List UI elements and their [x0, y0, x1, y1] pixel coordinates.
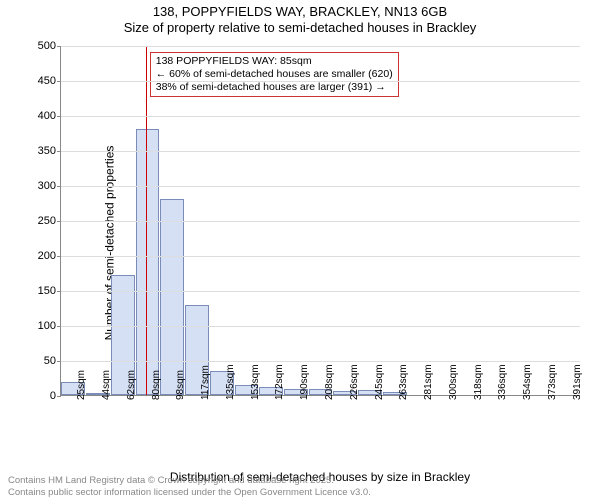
- y-tick-mark: [57, 186, 61, 187]
- x-tick-label: 25sqm: [76, 370, 87, 400]
- y-tick-label: 300: [26, 180, 56, 192]
- x-tick-label: 391sqm: [572, 364, 583, 400]
- x-tick-label: 44sqm: [101, 370, 112, 400]
- y-tick-mark: [57, 116, 61, 117]
- annotation-box: 138 POPPYFIELDS WAY: 85sqm ← 60% of semi…: [150, 52, 399, 97]
- x-tick-label: 153sqm: [250, 364, 261, 400]
- x-tick-label: 117sqm: [200, 365, 211, 400]
- y-tick-mark: [57, 291, 61, 292]
- gridline: [61, 326, 580, 327]
- histogram-bar: [160, 199, 184, 395]
- gridline: [61, 256, 580, 257]
- x-tick-label: 318sqm: [473, 364, 484, 400]
- y-tick-label: 350: [26, 145, 56, 157]
- y-tick-mark: [57, 81, 61, 82]
- x-tick-label: 98sqm: [175, 370, 186, 400]
- x-tick-label: 354sqm: [522, 364, 533, 400]
- chart-container: Number of semi-detached properties 138 P…: [60, 46, 580, 440]
- y-tick-label: 150: [26, 285, 56, 297]
- y-tick-label: 250: [26, 215, 56, 227]
- gridline: [61, 151, 580, 152]
- gridline: [61, 46, 580, 47]
- x-tick-label: 336sqm: [497, 364, 508, 400]
- gridline: [61, 361, 580, 362]
- x-tick-label: 373sqm: [547, 364, 558, 400]
- x-tick-label: 281sqm: [423, 364, 434, 400]
- plot-area: 138 POPPYFIELDS WAY: 85sqm ← 60% of semi…: [60, 46, 580, 396]
- footer-line2: Contains public sector information licen…: [8, 487, 371, 498]
- y-tick-label: 0: [26, 390, 56, 402]
- y-tick-mark: [57, 256, 61, 257]
- x-tick-label: 80sqm: [151, 370, 162, 400]
- x-tick-label: 208sqm: [324, 364, 335, 400]
- x-tick-label: 62sqm: [126, 370, 137, 400]
- chart-title-block: 138, POPPYFIELDS WAY, BRACKLEY, NN13 6GB…: [0, 0, 600, 37]
- gridline: [61, 221, 580, 222]
- y-tick-mark: [57, 151, 61, 152]
- y-tick-mark: [57, 326, 61, 327]
- y-tick-label: 400: [26, 110, 56, 122]
- y-tick-mark: [57, 46, 61, 47]
- x-tick-label: 245sqm: [374, 364, 385, 400]
- x-tick-label: 263sqm: [398, 364, 409, 400]
- title-subtitle: Size of property relative to semi-detach…: [0, 20, 600, 36]
- gridline: [61, 81, 580, 82]
- histogram-bar: [136, 129, 160, 395]
- x-tick-label: 300sqm: [448, 364, 459, 400]
- y-tick-mark: [57, 221, 61, 222]
- y-tick-label: 200: [26, 250, 56, 262]
- footer-line1: Contains HM Land Registry data © Crown c…: [8, 475, 371, 486]
- annotation-line2: ← 60% of semi-detached houses are smalle…: [156, 68, 393, 81]
- y-tick-mark: [57, 361, 61, 362]
- gridline: [61, 116, 580, 117]
- y-tick-label: 500: [26, 40, 56, 52]
- gridline: [61, 186, 580, 187]
- x-tick-label: 172sqm: [274, 364, 285, 400]
- y-tick-label: 450: [26, 75, 56, 87]
- x-tick-label: 226sqm: [349, 364, 360, 400]
- annotation-line1: 138 POPPYFIELDS WAY: 85sqm: [156, 55, 393, 68]
- gridline: [61, 291, 580, 292]
- x-tick-label: 190sqm: [299, 364, 310, 400]
- annotation-line3: 38% of semi-detached houses are larger (…: [156, 81, 393, 94]
- y-tick-mark: [57, 396, 61, 397]
- x-tick-label: 135sqm: [225, 364, 236, 400]
- footer-attribution: Contains HM Land Registry data © Crown c…: [8, 475, 371, 498]
- title-address: 138, POPPYFIELDS WAY, BRACKLEY, NN13 6GB: [0, 4, 600, 20]
- y-tick-label: 50: [26, 355, 56, 367]
- y-tick-label: 100: [26, 320, 56, 332]
